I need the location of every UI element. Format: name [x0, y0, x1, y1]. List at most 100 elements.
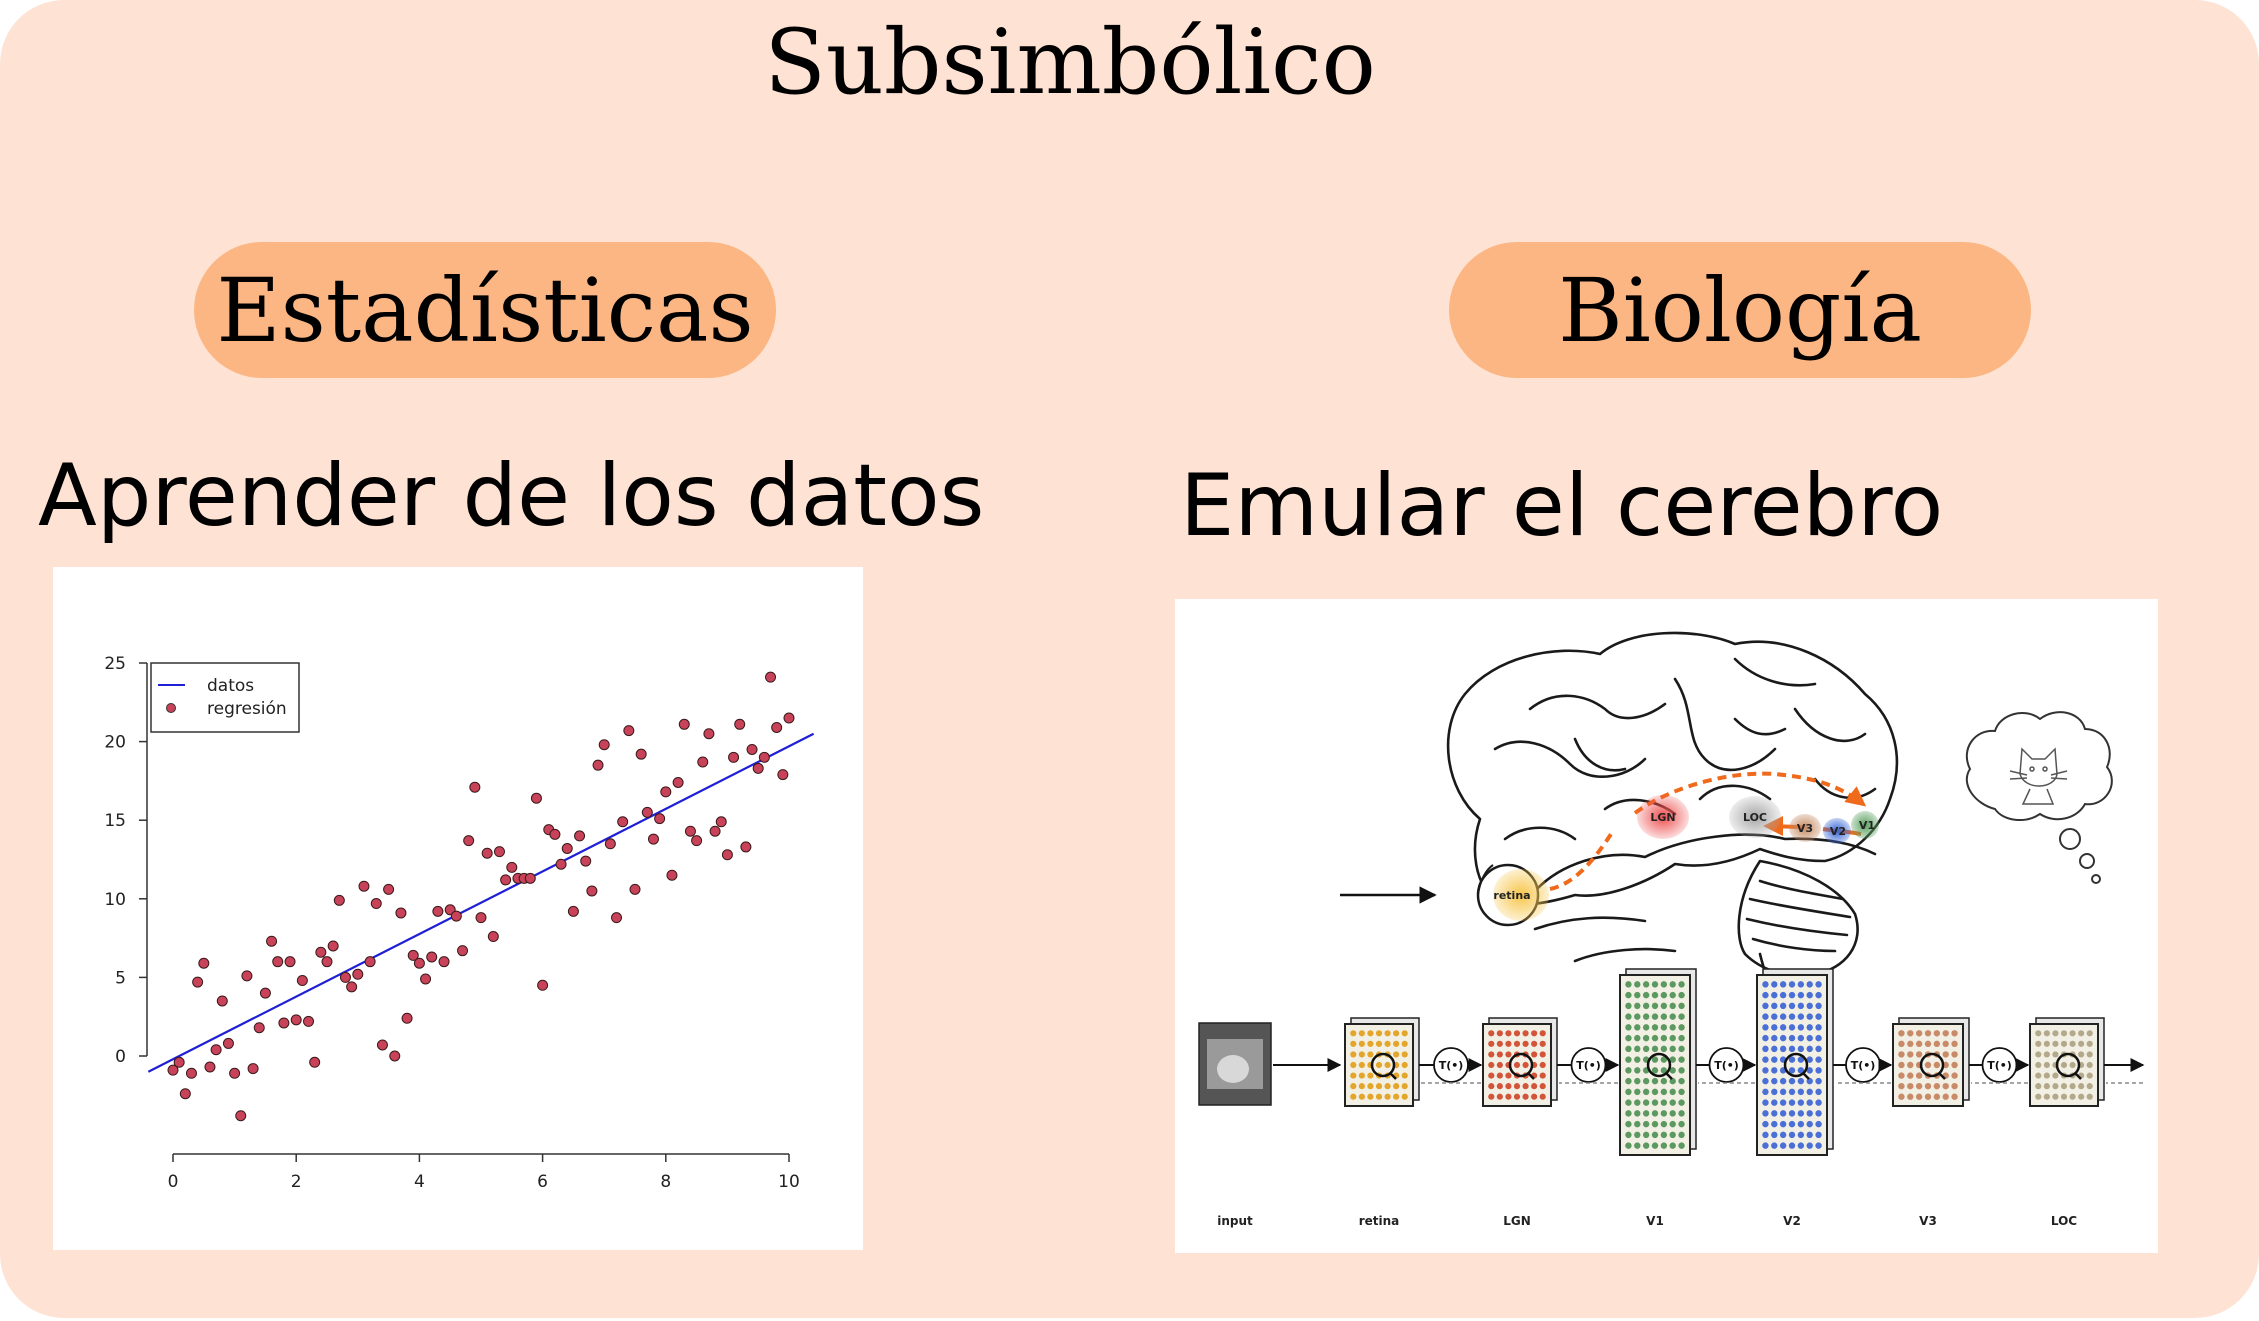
unit-dot	[2069, 1061, 2076, 1069]
unit-dot	[1401, 1061, 1408, 1069]
unit-dot	[2043, 1051, 2050, 1058]
data-point	[395, 907, 407, 919]
unit-dot	[1367, 1093, 1374, 1100]
data-point	[475, 912, 487, 924]
lgn-layer	[1482, 1017, 1558, 1107]
unit-dot	[1806, 1024, 1813, 1031]
unit-dot	[1933, 1082, 1941, 1090]
x-tick-label: 6	[537, 1172, 548, 1192]
unit-dot	[1669, 1034, 1676, 1042]
unit-dot	[1907, 1051, 1914, 1058]
unit-dot	[1634, 1067, 1641, 1074]
unit-dot	[1660, 1067, 1668, 1074]
unit-dot	[1915, 1030, 1923, 1037]
data-point	[327, 940, 339, 952]
unit-dot	[1771, 1067, 1778, 1074]
receptive-field-icon	[1646, 1052, 1672, 1078]
unit-dot	[1907, 1040, 1914, 1048]
unit-dot	[2052, 1040, 2059, 1047]
unit-dot	[1634, 1099, 1641, 1106]
unit-dot	[1762, 1067, 1769, 1074]
unit-dot	[1496, 1040, 1503, 1047]
unit-dot	[1942, 1040, 1949, 1048]
data-point	[771, 721, 783, 733]
data-point	[703, 728, 715, 740]
data-point	[672, 776, 684, 788]
unit-dot	[1350, 1072, 1357, 1079]
unit-dot	[2035, 1083, 2042, 1090]
regression-chart: 0 5 10 15 20 25 0 2 4 6 8 10 datos regresión	[104, 654, 815, 1192]
y-tick-label: 20	[104, 733, 126, 753]
unit-dot	[1788, 1131, 1796, 1139]
unit-dot	[2052, 1030, 2059, 1037]
unit-dot	[1678, 981, 1685, 988]
y-tick-label: 0	[115, 1047, 126, 1067]
unit-dot	[1642, 1077, 1650, 1085]
unit-dot	[1642, 1110, 1650, 1117]
unit-dot	[1642, 1131, 1650, 1139]
unit-dot	[2086, 1072, 2093, 1079]
unit-dot	[1806, 1045, 1813, 1053]
unit-dot	[1634, 1142, 1641, 1149]
unit-dot	[1771, 1131, 1778, 1139]
unit-dot	[1488, 1093, 1495, 1100]
unit-dot	[1771, 1120, 1778, 1128]
unit-dot	[1815, 1013, 1822, 1020]
data-point	[192, 976, 204, 988]
data-point	[450, 910, 462, 922]
unit-dot	[1797, 1034, 1805, 1042]
unit-dot	[1513, 1061, 1521, 1069]
unit-dot	[2086, 1083, 2093, 1090]
data-point	[229, 1067, 241, 1079]
unit-dot	[1806, 981, 1813, 988]
receptive-field-handle	[1938, 1072, 1946, 1080]
x-tick-label: 10	[778, 1172, 800, 1192]
unit-dot	[1496, 1061, 1503, 1069]
unit-dot	[1898, 1072, 1905, 1079]
unit-dot	[1505, 1040, 1512, 1047]
data-point	[358, 880, 370, 892]
unit-dot	[1522, 1093, 1529, 1100]
data-point	[604, 838, 616, 850]
y-tick-label: 10	[104, 890, 126, 910]
unit-dot	[2069, 1040, 2076, 1047]
unit-dot	[1915, 1093, 1923, 1100]
unit-dot	[2035, 1061, 2042, 1069]
unit-dot	[1951, 1030, 1958, 1037]
unit-dot	[1384, 1030, 1391, 1037]
unit-dot	[2043, 1061, 2050, 1069]
unit-dot	[1933, 1030, 1941, 1037]
eye-drawing	[1476, 863, 1549, 927]
unit-dot	[1488, 1061, 1495, 1069]
unit-dot	[1762, 1045, 1769, 1053]
data-point	[530, 792, 542, 804]
unit-dot	[1806, 1013, 1813, 1020]
unit-dot	[1815, 1120, 1822, 1128]
unit-dot	[1358, 1083, 1365, 1090]
unit-dot	[1797, 1142, 1805, 1149]
y-tick-label: 25	[104, 654, 126, 674]
data-point	[666, 869, 678, 881]
data-point	[758, 751, 770, 763]
data-point	[647, 833, 659, 845]
unit-dot	[1898, 1051, 1905, 1058]
receptive-field-handle	[2074, 1072, 2082, 1080]
stage-label: V3	[1919, 1214, 1937, 1228]
unit-dot	[1806, 1120, 1813, 1128]
unit-dot	[1797, 1099, 1805, 1106]
data-point	[222, 1037, 234, 1049]
cat-photo-shape	[1217, 1055, 1249, 1083]
unit-dot	[1771, 1002, 1778, 1010]
unit-dot	[1678, 1142, 1685, 1149]
unit-dot	[1367, 1051, 1374, 1058]
unit-dot	[1933, 1061, 1941, 1069]
unit-dot	[1771, 1077, 1778, 1085]
data-point	[691, 835, 703, 847]
biology-pill: Biología	[1449, 242, 2031, 378]
unit-dot	[1779, 1142, 1787, 1149]
unit-dot	[1924, 1040, 1932, 1048]
stage-label: input	[1217, 1214, 1253, 1228]
unit-dot	[1367, 1030, 1374, 1037]
unit-dot	[1634, 981, 1641, 988]
unit-dot	[1797, 981, 1805, 988]
